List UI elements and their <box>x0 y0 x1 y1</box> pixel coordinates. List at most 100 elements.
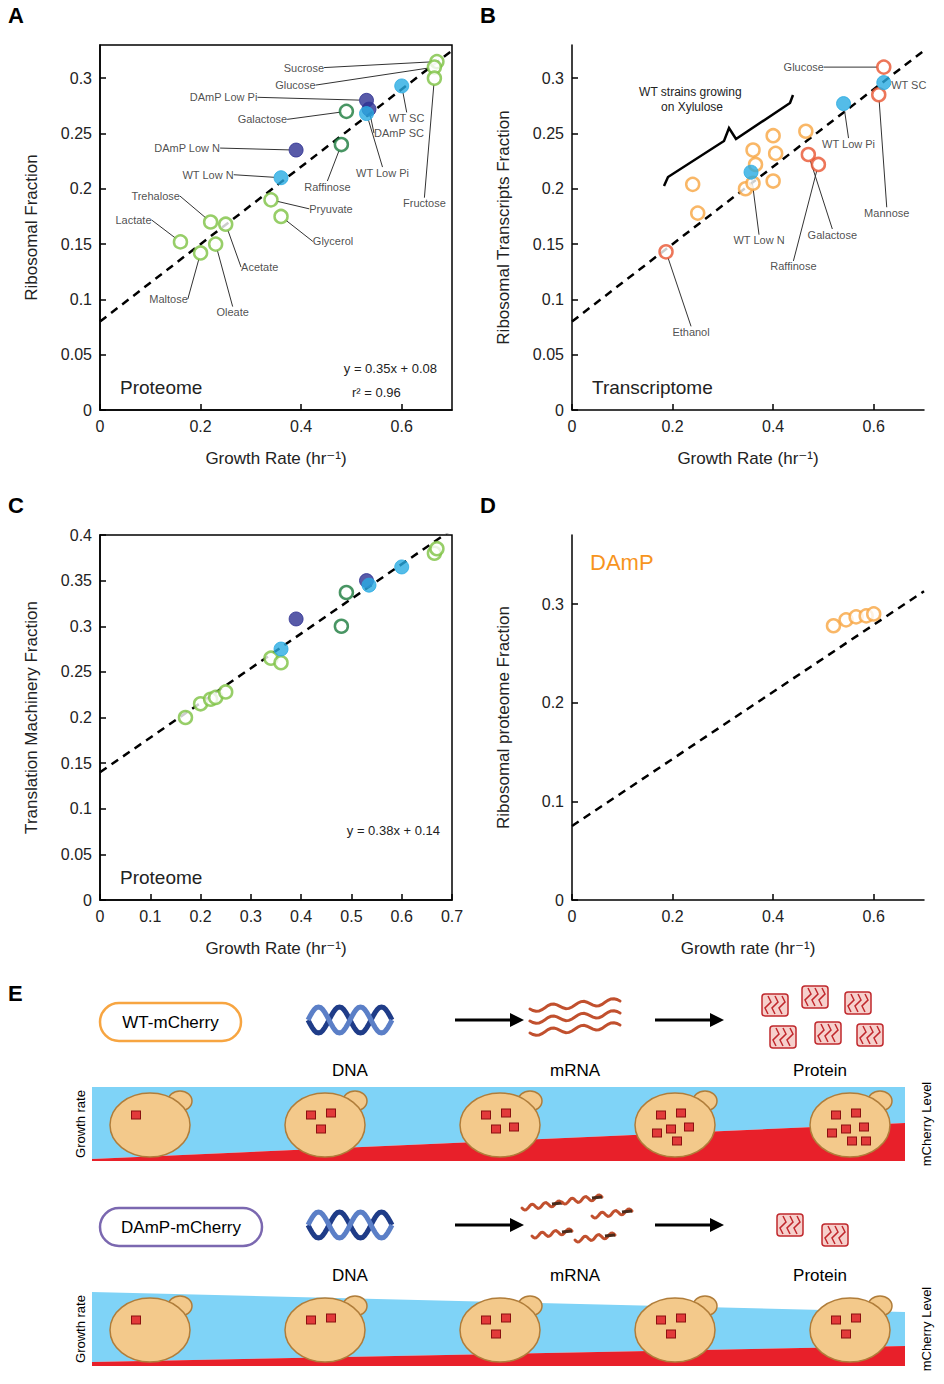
svg-text:Fructose: Fructose <box>403 197 446 209</box>
svg-text:0.1: 0.1 <box>139 908 161 925</box>
svg-text:DAmP Low N: DAmP Low N <box>154 142 220 154</box>
svg-text:0: 0 <box>568 908 577 925</box>
svg-text:Translation Machinery Fraction: Translation Machinery Fraction <box>22 601 41 834</box>
svg-text:0: 0 <box>555 402 564 419</box>
svg-text:A: A <box>8 3 24 28</box>
svg-text:0.2: 0.2 <box>70 180 92 197</box>
svg-text:0.4: 0.4 <box>290 418 312 435</box>
svg-text:E: E <box>8 981 23 1006</box>
svg-text:Galactose: Galactose <box>808 229 858 241</box>
svg-text:Growth rate (hr⁻¹): Growth rate (hr⁻¹) <box>681 939 816 958</box>
svg-text:0.2: 0.2 <box>661 908 683 925</box>
svg-text:Glycerol: Glycerol <box>313 235 353 247</box>
svg-text:y = 0.38x + 0.14: y = 0.38x + 0.14 <box>347 823 440 838</box>
svg-text:0.1: 0.1 <box>70 291 92 308</box>
svg-text:0.15: 0.15 <box>61 236 92 253</box>
svg-text:0.25: 0.25 <box>61 663 92 680</box>
svg-text:0.3: 0.3 <box>240 908 262 925</box>
svg-text:WT Low Pi: WT Low Pi <box>822 138 875 150</box>
svg-text:Glucose: Glucose <box>275 79 315 91</box>
svg-text:0.2: 0.2 <box>661 418 683 435</box>
svg-text:Pryuvate: Pryuvate <box>309 203 352 215</box>
svg-text:0: 0 <box>96 418 105 435</box>
svg-text:0.6: 0.6 <box>391 418 413 435</box>
svg-text:mRNA: mRNA <box>550 1061 601 1080</box>
svg-text:0.6: 0.6 <box>391 908 413 925</box>
svg-text:r² = 0.96: r² = 0.96 <box>352 385 401 400</box>
svg-text:y = 0.35x + 0.08: y = 0.35x + 0.08 <box>344 361 437 376</box>
svg-text:0.2: 0.2 <box>542 180 564 197</box>
svg-text:WT Low N: WT Low N <box>182 169 233 181</box>
svg-text:0.1: 0.1 <box>542 793 564 810</box>
svg-text:Protein: Protein <box>793 1061 847 1080</box>
svg-text:Mannose: Mannose <box>864 207 909 219</box>
svg-text:0: 0 <box>83 892 92 909</box>
svg-text:Transcriptome: Transcriptome <box>592 377 713 398</box>
svg-text:0.25: 0.25 <box>533 125 564 142</box>
svg-text:0.2: 0.2 <box>189 418 211 435</box>
svg-text:0.4: 0.4 <box>762 418 784 435</box>
svg-text:Maltose: Maltose <box>149 293 188 305</box>
svg-text:Protein: Protein <box>793 1266 847 1285</box>
svg-text:C: C <box>8 493 24 518</box>
svg-text:mCherry Level: mCherry Level <box>919 1082 934 1167</box>
svg-text:mRNA: mRNA <box>550 1266 601 1285</box>
svg-text:DAmP SC: DAmP SC <box>374 127 424 139</box>
svg-text:WT Low N: WT Low N <box>733 234 784 246</box>
svg-text:Growth Rate (hr⁻¹): Growth Rate (hr⁻¹) <box>205 449 346 468</box>
svg-text:0.2: 0.2 <box>542 694 564 711</box>
svg-text:WT Low Pi: WT Low Pi <box>356 167 409 179</box>
svg-text:0.25: 0.25 <box>61 125 92 142</box>
svg-text:0.4: 0.4 <box>762 908 784 925</box>
svg-text:0.35: 0.35 <box>61 572 92 589</box>
svg-text:0: 0 <box>83 402 92 419</box>
svg-text:0.15: 0.15 <box>61 755 92 772</box>
svg-text:0.4: 0.4 <box>70 527 92 544</box>
svg-text:Ribosomal Fraction: Ribosomal Fraction <box>22 154 41 300</box>
svg-text:WT SC: WT SC <box>389 112 424 124</box>
svg-text:Growth Rate (hr⁻¹): Growth Rate (hr⁻¹) <box>677 449 818 468</box>
svg-text:0.3: 0.3 <box>542 596 564 613</box>
svg-text:Raffinose: Raffinose <box>770 260 816 272</box>
svg-text:Lactate: Lactate <box>115 214 151 226</box>
svg-text:0.05: 0.05 <box>61 346 92 363</box>
svg-text:Trehalose: Trehalose <box>131 190 180 202</box>
svg-text:0.6: 0.6 <box>863 908 885 925</box>
svg-text:0.05: 0.05 <box>61 846 92 863</box>
svg-text:WT SC: WT SC <box>891 79 926 91</box>
svg-text:0.2: 0.2 <box>189 908 211 925</box>
svg-text:Ribosomal proteome Fraction: Ribosomal proteome Fraction <box>494 606 513 829</box>
svg-text:Glucose: Glucose <box>784 61 824 73</box>
svg-text:0.1: 0.1 <box>70 800 92 817</box>
svg-text:0.15: 0.15 <box>533 236 564 253</box>
svg-text:0.3: 0.3 <box>542 70 564 87</box>
svg-text:0.1: 0.1 <box>542 291 564 308</box>
svg-text:0.4: 0.4 <box>290 908 312 925</box>
svg-text:Galactose: Galactose <box>238 113 288 125</box>
svg-text:0.05: 0.05 <box>533 346 564 363</box>
svg-text:0: 0 <box>555 892 564 909</box>
svg-text:DAmP-mCherry: DAmP-mCherry <box>121 1218 241 1237</box>
svg-text:0.6: 0.6 <box>863 418 885 435</box>
svg-text:0.5: 0.5 <box>340 908 362 925</box>
svg-text:Ethanol: Ethanol <box>672 326 709 338</box>
svg-text:0.3: 0.3 <box>70 70 92 87</box>
svg-text:WT-mCherry: WT-mCherry <box>122 1013 219 1032</box>
svg-text:mCherry Level: mCherry Level <box>919 1287 934 1372</box>
svg-text:Growth rate: Growth rate <box>73 1090 88 1158</box>
svg-text:WT strains growing: WT strains growing <box>639 85 745 99</box>
svg-text:on Xylulose: on Xylulose <box>661 100 723 114</box>
svg-text:Sucrose: Sucrose <box>284 62 324 74</box>
svg-text:Proteome: Proteome <box>120 867 202 888</box>
svg-text:0.7: 0.7 <box>441 908 463 925</box>
svg-text:Raffinose: Raffinose <box>304 181 350 193</box>
svg-text:DNA: DNA <box>332 1266 369 1285</box>
svg-text:B: B <box>480 3 496 28</box>
svg-text:DAmP Low Pi: DAmP Low Pi <box>190 91 258 103</box>
svg-text:Proteome: Proteome <box>120 377 202 398</box>
svg-text:0: 0 <box>568 418 577 435</box>
svg-text:0.3: 0.3 <box>70 618 92 635</box>
svg-text:Growth rate: Growth rate <box>73 1295 88 1363</box>
svg-text:Growth Rate (hr⁻¹): Growth Rate (hr⁻¹) <box>205 939 346 958</box>
svg-text:DNA: DNA <box>332 1061 369 1080</box>
